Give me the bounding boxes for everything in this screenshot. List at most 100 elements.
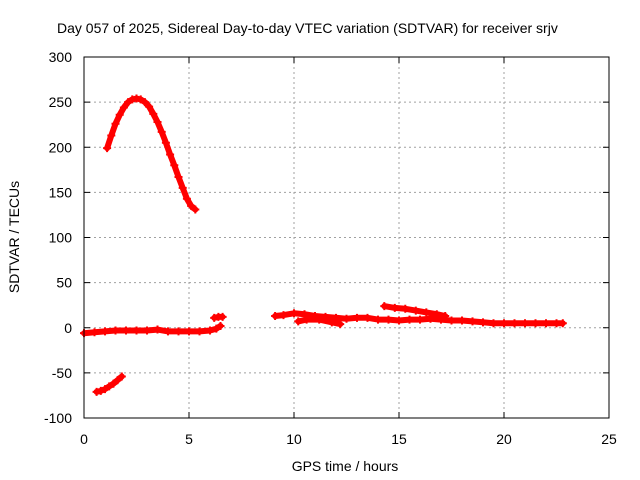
- data-point: [395, 316, 403, 325]
- data-point: [294, 317, 303, 326]
- y-axis-label: SDTVAR / TECUs: [6, 181, 22, 293]
- x-tick-label: 15: [391, 431, 407, 447]
- data-point: [140, 98, 149, 107]
- data-point: [422, 308, 431, 317]
- data-point: [374, 315, 382, 324]
- data-point: [342, 314, 351, 323]
- data-point: [271, 312, 280, 321]
- series-arc-zero-end: [210, 312, 227, 322]
- data-point: [479, 318, 487, 327]
- data-point: [109, 379, 118, 388]
- plot-frame: [83, 56, 610, 419]
- data-point: [195, 327, 204, 336]
- data-point: [216, 321, 225, 330]
- axis-ticks: 0 5 10 15 20 25 -100 -50 0 50 100 150 200 250 300: [44, 49, 617, 447]
- data-point: [302, 315, 311, 324]
- data-point: [218, 312, 227, 321]
- data-point: [411, 306, 420, 315]
- data-point: [447, 316, 456, 325]
- data-point: [115, 110, 124, 119]
- data-point: [161, 138, 170, 147]
- data-point: [458, 316, 466, 325]
- data-point: [315, 315, 324, 324]
- data-point: [401, 304, 410, 313]
- data-point: [187, 201, 196, 210]
- x-tick-label: 25: [601, 431, 617, 447]
- data-point: [174, 327, 183, 336]
- series-arc-upper-mid: [380, 302, 450, 321]
- data-point: [531, 319, 540, 328]
- data-point: [119, 103, 128, 112]
- data-point: [416, 315, 424, 324]
- data-point: [143, 326, 151, 335]
- data-point: [558, 319, 567, 328]
- data-point: [164, 327, 172, 336]
- data-point: [122, 326, 130, 335]
- x-tick-label: 20: [496, 431, 512, 447]
- y-tick-label: 200: [49, 139, 73, 155]
- data-point: [521, 319, 529, 328]
- data-points: [80, 94, 567, 396]
- x-tick-label: 0: [80, 431, 88, 447]
- data-point: [510, 319, 519, 328]
- data-point: [468, 317, 477, 326]
- data-point: [105, 382, 114, 391]
- data-point: [101, 385, 109, 394]
- data-point: [107, 131, 116, 140]
- y-tick-label: -50: [52, 365, 72, 381]
- series-arc-mid-lower: [294, 315, 345, 329]
- data-point: [96, 386, 105, 395]
- series-arc-high: [103, 94, 200, 214]
- data-point: [432, 310, 441, 319]
- y-tick-label: -100: [44, 410, 72, 426]
- data-point: [390, 303, 399, 312]
- data-point: [153, 117, 162, 126]
- series-arc-negative: [92, 372, 126, 396]
- x-tick-label: 5: [185, 431, 193, 447]
- y-tick-label: 150: [49, 184, 73, 200]
- data-point: [111, 119, 120, 128]
- data-point: [101, 327, 109, 336]
- data-point: [380, 302, 389, 311]
- series-arc-mid: [271, 309, 567, 328]
- y-tick-label: 0: [64, 320, 72, 336]
- data-point: [170, 161, 179, 170]
- data-point: [300, 310, 309, 319]
- data-point: [279, 311, 288, 320]
- data-point: [542, 319, 550, 328]
- data-point: [327, 318, 336, 327]
- data-point: [489, 319, 498, 328]
- chart-title: Day 057 of 2025, Sidereal Day-to-day VTE…: [57, 20, 558, 36]
- data-point: [405, 315, 414, 324]
- data-point: [182, 194, 191, 203]
- data-point: [500, 319, 508, 328]
- data-point: [149, 109, 158, 118]
- series-band: [104, 95, 199, 213]
- y-tick-label: 300: [49, 49, 73, 65]
- x-tick-label: 10: [286, 431, 302, 447]
- data-point: [145, 102, 154, 111]
- grid-lines: [84, 57, 609, 418]
- data-point: [363, 313, 372, 322]
- data-point: [353, 313, 361, 322]
- data-point: [384, 315, 393, 324]
- data-point: [178, 183, 187, 192]
- data-point: [174, 173, 183, 182]
- data-point: [185, 327, 193, 336]
- data-point: [206, 326, 214, 335]
- data-point: [212, 324, 221, 333]
- data-point: [136, 95, 145, 104]
- data-point: [166, 150, 175, 159]
- data-point: [124, 98, 133, 107]
- data-point: [113, 376, 122, 385]
- data-point: [132, 326, 141, 335]
- data-point: [441, 312, 450, 321]
- data-point: [153, 325, 162, 334]
- data-point: [111, 326, 120, 335]
- y-tick-label: 50: [56, 275, 72, 291]
- series-arc-zero: [80, 321, 225, 338]
- data-point: [290, 309, 298, 318]
- data-point: [103, 144, 112, 153]
- data-point: [117, 372, 126, 381]
